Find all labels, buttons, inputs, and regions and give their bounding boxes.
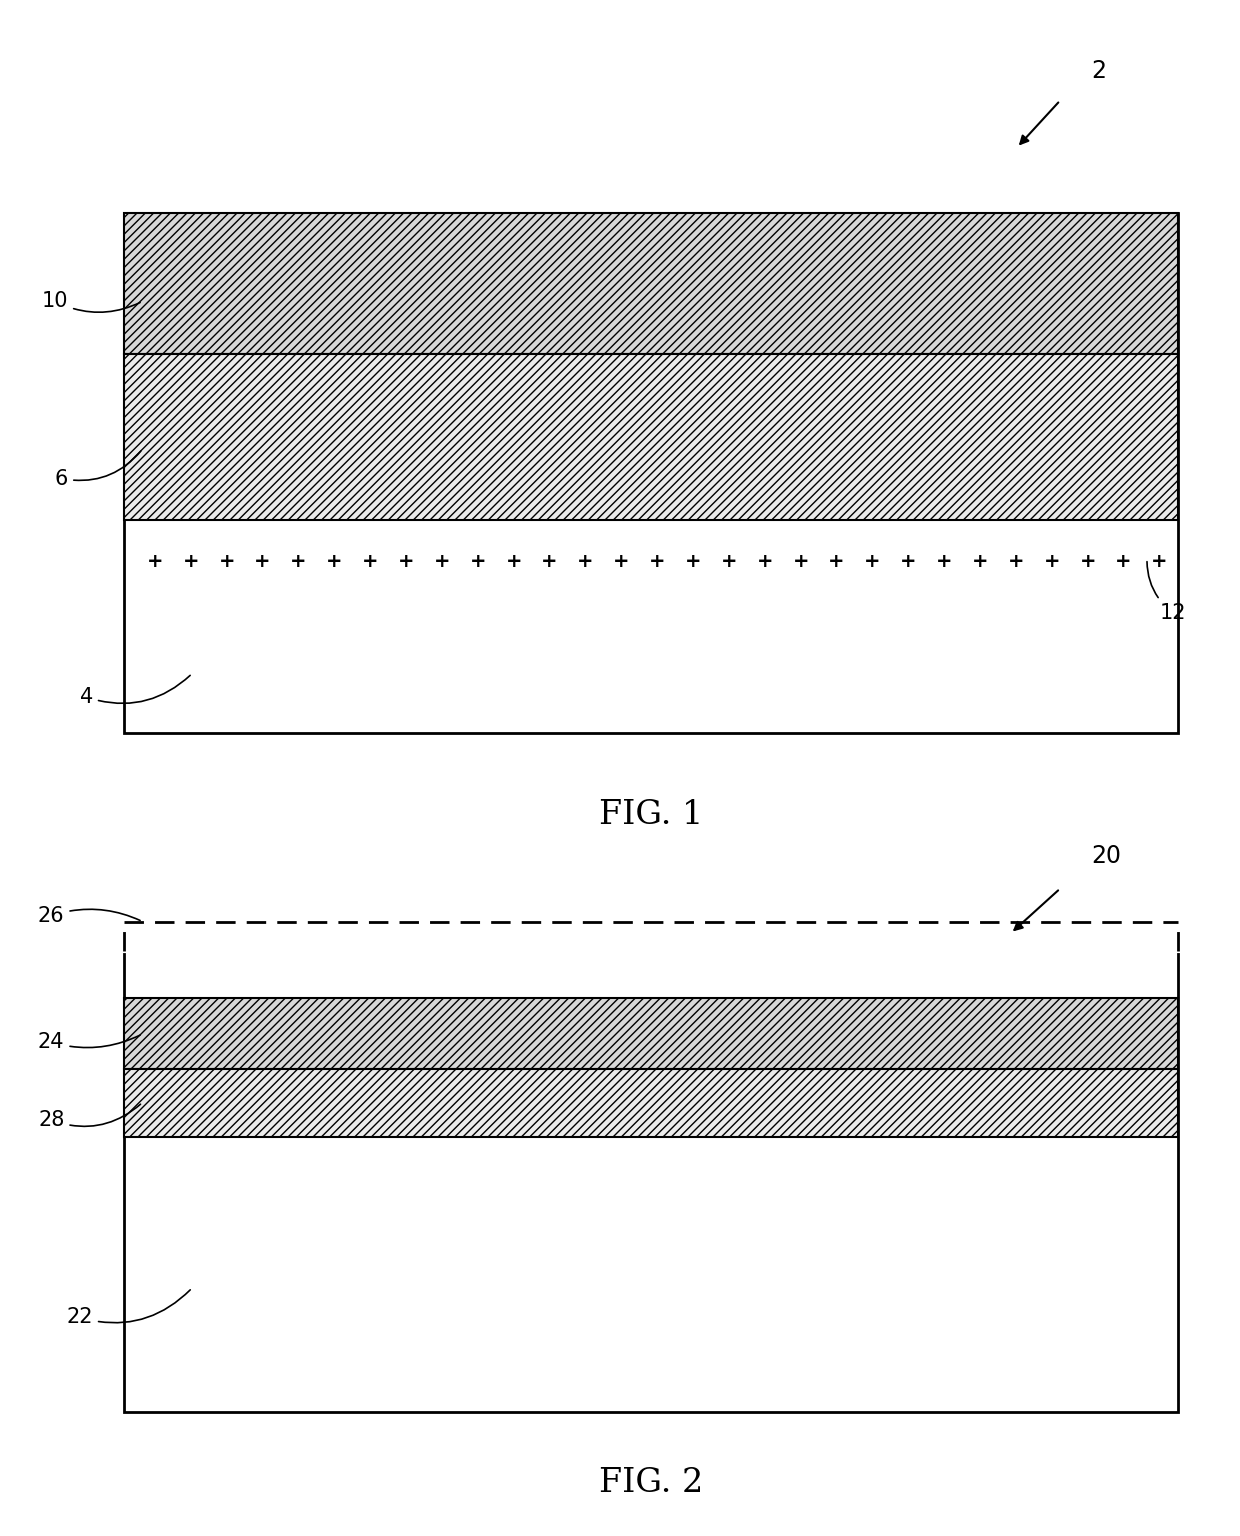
Text: +: + xyxy=(577,551,594,571)
Text: +: + xyxy=(756,551,773,571)
Text: +: + xyxy=(936,551,952,571)
Text: +: + xyxy=(613,551,630,571)
Text: 4: 4 xyxy=(79,676,190,707)
Bar xyxy=(124,951,1178,1412)
Text: +: + xyxy=(146,551,164,571)
Text: 6: 6 xyxy=(55,452,141,488)
Text: +: + xyxy=(470,551,486,571)
Text: 12: 12 xyxy=(1147,562,1185,622)
Text: +: + xyxy=(326,551,342,571)
Text: +: + xyxy=(649,551,666,571)
Text: +: + xyxy=(254,551,270,571)
Text: +: + xyxy=(792,551,808,571)
Text: +: + xyxy=(1008,551,1024,571)
Text: +: + xyxy=(434,551,450,571)
Text: 28: 28 xyxy=(38,1104,140,1130)
Text: +: + xyxy=(900,551,916,571)
Bar xyxy=(124,998,1178,1069)
Text: +: + xyxy=(828,551,844,571)
Text: +: + xyxy=(182,551,200,571)
Text: FIG. 1: FIG. 1 xyxy=(599,799,703,831)
Bar xyxy=(124,212,1178,355)
Text: 2: 2 xyxy=(1091,58,1106,83)
Text: +: + xyxy=(218,551,236,571)
Text: +: + xyxy=(684,551,702,571)
Text: FIG. 2: FIG. 2 xyxy=(599,1467,703,1499)
Text: +: + xyxy=(864,551,880,571)
Text: +: + xyxy=(972,551,988,571)
Text: 20: 20 xyxy=(1091,845,1121,868)
Text: +: + xyxy=(506,551,522,571)
Text: +: + xyxy=(1115,551,1132,571)
Text: +: + xyxy=(720,551,738,571)
Text: +: + xyxy=(398,551,414,571)
Bar xyxy=(124,212,1178,733)
Text: 22: 22 xyxy=(67,1290,190,1327)
Text: +: + xyxy=(1079,551,1096,571)
Text: +: + xyxy=(362,551,378,571)
Text: +: + xyxy=(1044,551,1060,571)
Bar xyxy=(124,1069,1178,1137)
Text: 24: 24 xyxy=(38,1032,140,1052)
Text: 26: 26 xyxy=(38,906,140,926)
Text: +: + xyxy=(542,551,558,571)
Bar xyxy=(124,355,1178,519)
Text: +: + xyxy=(1151,551,1168,571)
Text: 10: 10 xyxy=(42,292,140,312)
Text: +: + xyxy=(290,551,306,571)
